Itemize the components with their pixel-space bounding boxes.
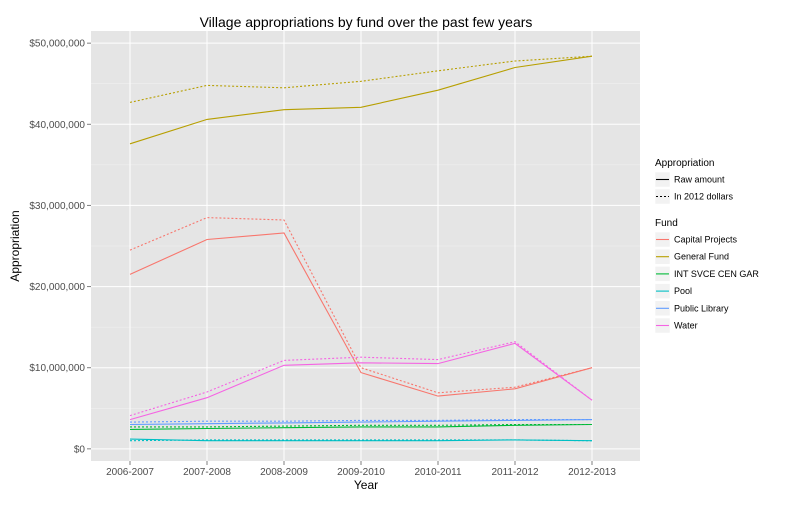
legend-title-appropriation: Appropriation [655, 158, 714, 169]
series-line-public-library-adjusted [129, 419, 592, 423]
legend-title-fund: Fund [655, 218, 678, 229]
legend-label-adj: In 2012 dollars [674, 192, 734, 202]
y-tick-label: $20,000,000 [29, 282, 85, 293]
y-tick-label: $30,000,000 [29, 201, 85, 212]
x-axis-title: Year [354, 478, 378, 492]
x-tick-label: 2010-2011 [414, 467, 462, 478]
series-line-capital-projects-raw [129, 232, 593, 397]
y-axis: $0 $10,000,000 $20,000,000 $30,000,000 $40,0… [29, 39, 91, 455]
grid-major [91, 31, 640, 461]
legend-key-background [654, 188, 671, 205]
legend-label-raw: Raw amount [674, 175, 725, 185]
y-axis-title: Appropriation [8, 210, 22, 281]
y-tick-label: $0 [74, 444, 86, 455]
series-line-int-svce-cen-gar-raw [129, 423, 593, 430]
series-line-pool-raw [129, 438, 593, 442]
series-line-public-library-raw [129, 419, 593, 426]
legend-linetypes: Raw amount In 2012 dollars [654, 171, 734, 205]
x-tick-label: 2009-2010 [337, 467, 385, 478]
series-line-general-fund-raw [129, 55, 593, 145]
x-tick-label: 2007-2008 [183, 467, 231, 478]
y-tick-label: $40,000,000 [29, 120, 85, 131]
series-line-general-fund-adjusted [129, 55, 593, 103]
series-line-int-svce-cen-gar-adjusted [130, 423, 592, 428]
chart-title: Village appropriations by fund over the … [200, 14, 533, 30]
grid-minor [91, 83, 640, 409]
x-tick-label: 2008-2009 [260, 467, 308, 478]
legend-label-public-library: Public Library [674, 303, 729, 313]
legend-label-int-svce-cen-gar: INT SVCE CEN GAR [674, 269, 759, 279]
legend-label-general-fund: General Fund [674, 252, 729, 262]
y-tick-label: $50,000,000 [29, 39, 85, 50]
legend-label-pool: Pool [674, 286, 692, 296]
legend-funds: Capital Projects General Fund INT SVCE CEN… [654, 231, 759, 334]
series-line-capital-projects-adjusted [129, 217, 593, 394]
legend-label-capital-projects: Capital Projects [674, 235, 738, 245]
series-line-water-raw [129, 342, 593, 421]
x-tick-label: 2012-2013 [568, 467, 616, 478]
x-tick-label: 2011-2012 [491, 467, 539, 478]
y-tick-label: $10,000,000 [29, 363, 85, 374]
series-lines [129, 55, 593, 442]
series-line-water-adjusted [129, 341, 593, 417]
x-tick-label: 2006-2007 [106, 467, 154, 478]
legend-label-water: Water [674, 321, 698, 331]
x-axis: 2006-2007 2007-2008 2008-2009 2009-2010 2010… [106, 461, 616, 478]
